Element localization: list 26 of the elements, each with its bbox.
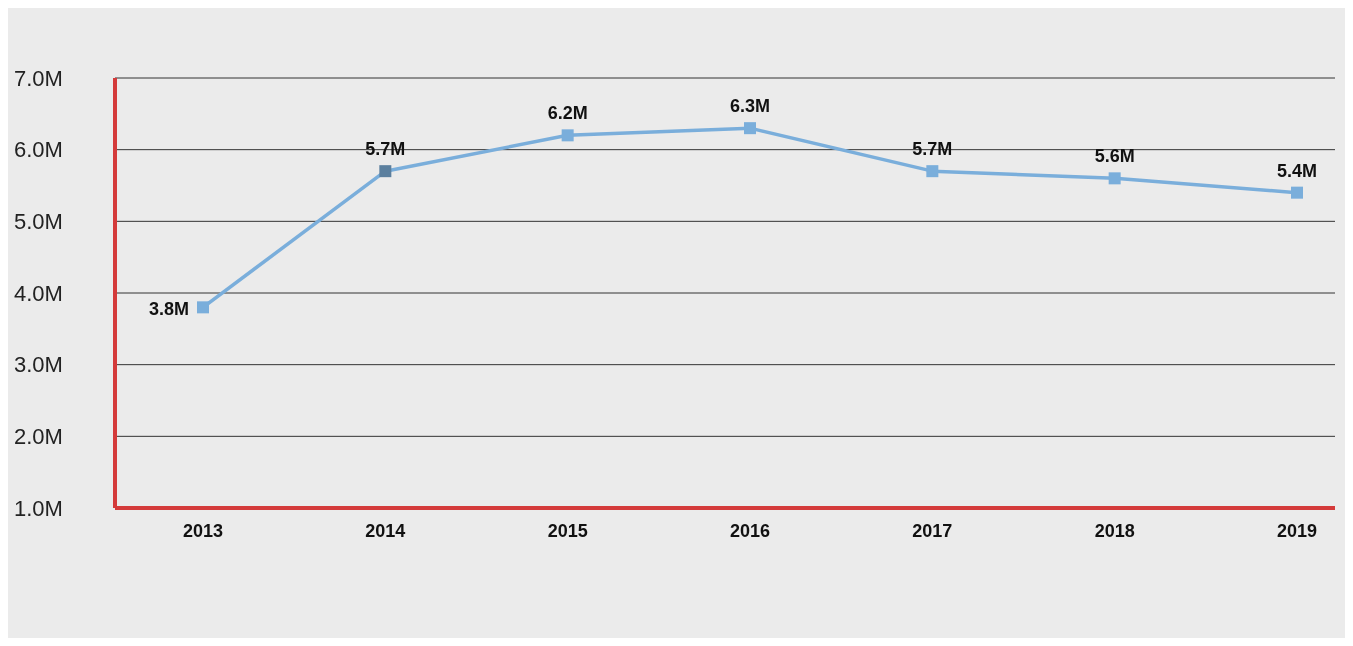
x-tick-label: 2019 xyxy=(1276,520,1318,541)
data-label: 6.3M xyxy=(729,96,771,117)
point xyxy=(1291,186,1303,199)
data-label: 6.2M xyxy=(547,103,588,124)
x-tick-label: 2015 xyxy=(547,520,588,541)
data-label: 5.6M xyxy=(1094,146,1135,167)
y-tick-label: 6.0M xyxy=(14,137,63,163)
data-label: 3.8M xyxy=(148,299,189,320)
y-tick-label: 5.0M xyxy=(14,209,63,235)
point xyxy=(926,165,939,178)
y-tick-label: 2.0M xyxy=(14,424,63,450)
point xyxy=(744,122,756,135)
x-tick-label: 2013 xyxy=(182,520,224,541)
point xyxy=(561,129,574,142)
x-tick-label: 2018 xyxy=(1094,520,1135,541)
y-tick-label: 3.0M xyxy=(14,352,63,378)
y-tick-label: 4.0M xyxy=(14,280,63,306)
x-tick-label: 2014 xyxy=(365,520,406,541)
y-tick-label: 1.0M xyxy=(14,495,63,521)
point xyxy=(379,165,392,178)
data-label: 5.4M xyxy=(1276,160,1318,181)
x-tick-label: 2016 xyxy=(729,520,771,541)
point xyxy=(1108,172,1121,185)
y-tick-label: 7.0M xyxy=(14,65,63,91)
point xyxy=(197,301,209,314)
x-tick-label: 2017 xyxy=(912,520,953,541)
